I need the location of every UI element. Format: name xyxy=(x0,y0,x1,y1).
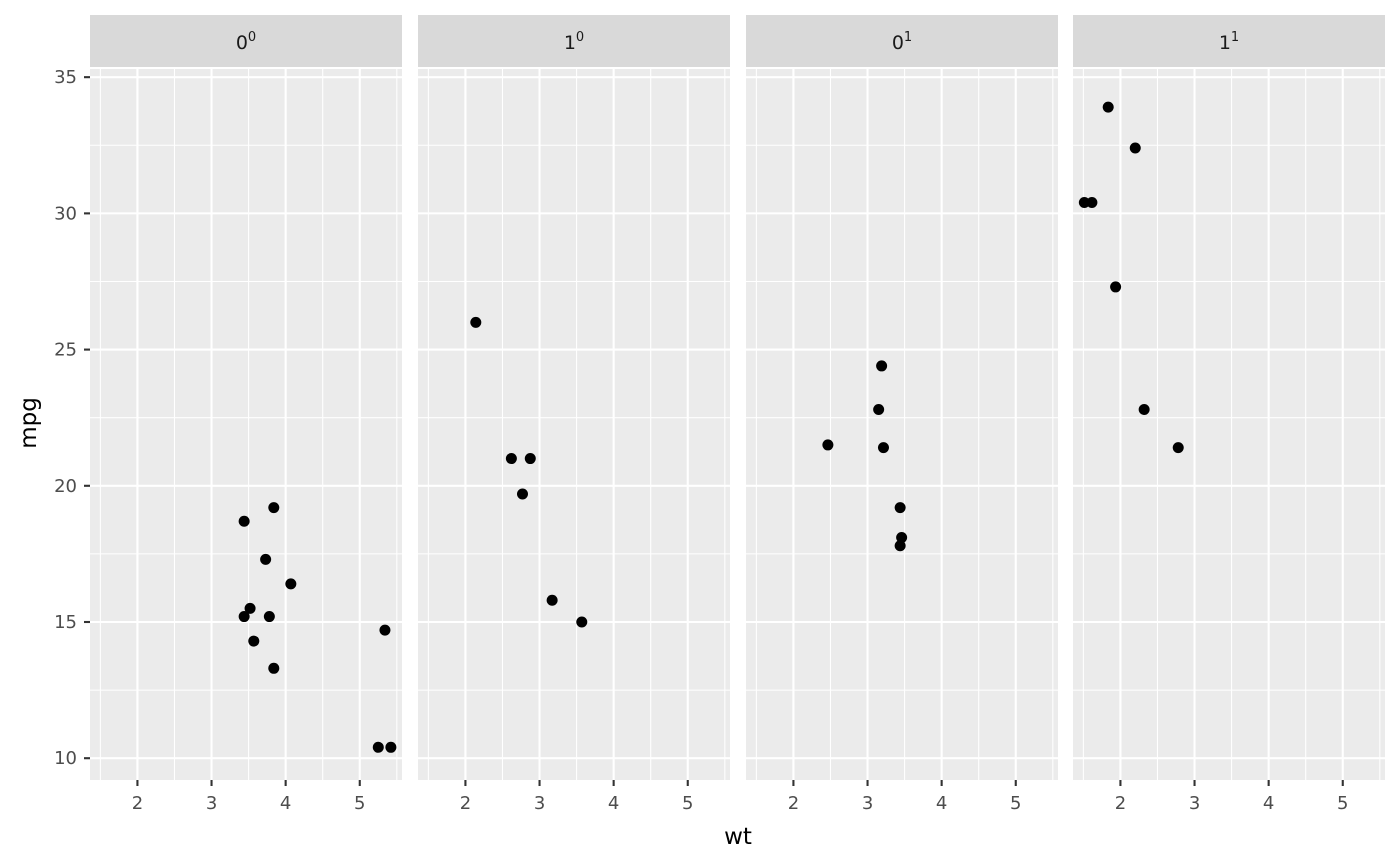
strip-label-superscript: 1 xyxy=(1231,30,1239,45)
x-tick-label: 4 xyxy=(608,793,619,814)
data-point xyxy=(516,488,528,500)
data-point xyxy=(372,741,384,753)
y-tick-label: 35 xyxy=(54,67,77,88)
data-point xyxy=(470,316,482,328)
facet-strip xyxy=(90,15,402,67)
facet-strip-label: 01 xyxy=(892,30,912,54)
data-point xyxy=(1172,442,1184,454)
x-tick-label: 3 xyxy=(206,793,217,814)
facet-panel: 01 2 3 4 5 xyxy=(746,15,1058,814)
y-tick-label: 15 xyxy=(54,612,77,633)
x-tick-label: 3 xyxy=(862,793,873,814)
data-point xyxy=(263,611,275,623)
data-point xyxy=(546,594,558,606)
data-point xyxy=(385,741,397,753)
strip-label-superscript: 0 xyxy=(576,30,584,45)
facet-panel: 00 2 3 4 5 xyxy=(90,15,402,814)
data-point xyxy=(822,439,834,451)
strip-label-base: 0 xyxy=(892,32,904,54)
y-axis-title: mpg xyxy=(16,397,42,449)
y-tick-label: 10 xyxy=(54,748,77,769)
data-point xyxy=(238,611,250,623)
data-point xyxy=(873,404,885,416)
data-point xyxy=(524,453,536,465)
data-point xyxy=(1102,101,1114,113)
data-point xyxy=(1129,142,1141,154)
y-tick-label: 30 xyxy=(54,203,77,224)
data-point xyxy=(268,662,280,674)
data-point xyxy=(876,360,888,372)
x-tick-label: 2 xyxy=(460,793,471,814)
data-point xyxy=(244,602,256,614)
panel-background xyxy=(746,69,1058,780)
x-tick-label: 5 xyxy=(682,793,693,814)
x-tick-label: 5 xyxy=(1337,793,1348,814)
data-point xyxy=(285,578,297,590)
facet-strip-label: 10 xyxy=(564,30,584,54)
strip-label-base: 0 xyxy=(236,32,248,54)
data-point xyxy=(1078,196,1090,208)
strip-label-superscript: 0 xyxy=(248,30,256,45)
data-point xyxy=(260,553,272,565)
strip-label-base: 1 xyxy=(564,32,576,54)
facet-strip xyxy=(746,15,1058,67)
data-point xyxy=(894,540,906,552)
data-point xyxy=(576,616,588,628)
y-tick-label: 20 xyxy=(54,476,77,497)
data-point xyxy=(379,624,391,636)
facet-strip-label: 00 xyxy=(236,30,256,54)
x-tick-label: 5 xyxy=(354,793,365,814)
x-tick-label: 2 xyxy=(1115,793,1126,814)
strip-label-base: 1 xyxy=(1219,32,1231,54)
facet-panel: 10 2 3 4 5 xyxy=(418,15,730,814)
x-tick-label: 5 xyxy=(1010,793,1021,814)
x-tick-label: 4 xyxy=(280,793,291,814)
data-point xyxy=(248,635,260,647)
data-point xyxy=(896,532,908,544)
panel-background xyxy=(418,69,730,780)
data-point xyxy=(268,502,280,514)
data-point xyxy=(505,453,517,465)
data-point xyxy=(1110,281,1122,293)
strip-label-superscript: 1 xyxy=(904,30,912,45)
x-tick-label: 3 xyxy=(1189,793,1200,814)
x-tick-label: 2 xyxy=(132,793,143,814)
facet-panel: 11 2 3 4 5 xyxy=(1073,15,1385,814)
data-point xyxy=(1138,404,1150,416)
y-axis: 10 15 20 25 30 35 xyxy=(54,67,90,769)
facet-strip xyxy=(1073,15,1385,67)
x-axis-title: wt xyxy=(724,824,752,850)
x-tick-label: 4 xyxy=(936,793,947,814)
facet-strip-label: 11 xyxy=(1219,30,1239,54)
data-point xyxy=(894,502,906,514)
panel-background xyxy=(1073,69,1385,780)
data-point xyxy=(877,442,889,454)
data-point xyxy=(1086,196,1098,208)
panel-background xyxy=(90,69,402,780)
x-tick-label: 3 xyxy=(534,793,545,814)
x-tick-label: 4 xyxy=(1263,793,1274,814)
y-tick-label: 25 xyxy=(54,340,77,361)
data-point xyxy=(238,515,250,527)
x-tick-label: 2 xyxy=(788,793,799,814)
facet-strip xyxy=(418,15,730,67)
